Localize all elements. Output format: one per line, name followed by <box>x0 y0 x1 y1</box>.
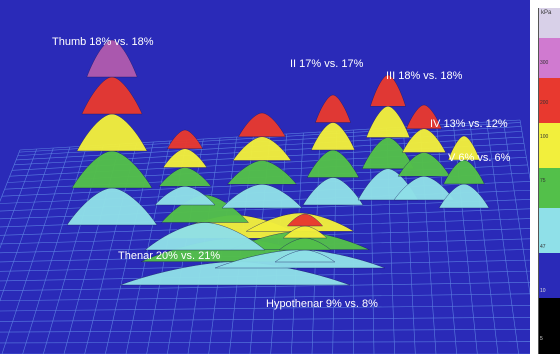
pressure-band <box>161 194 249 223</box>
scale-band-black <box>539 298 560 354</box>
peak-7 <box>393 104 455 201</box>
scale-band-green <box>539 168 560 208</box>
pressure-band <box>167 129 203 149</box>
label-hypothenar: Hypothenar 9% vs. 8% <box>266 298 378 310</box>
pressure-peaks <box>66 39 490 286</box>
grid-line <box>0 316 530 322</box>
scale-tick: 100 <box>540 134 549 140</box>
scale-tick: 200 <box>540 100 549 106</box>
label-v: V 6% vs. 6% <box>448 152 511 164</box>
label-thenar: Thenar 20% vs. 21% <box>118 250 221 262</box>
grid-line <box>105 141 154 354</box>
pressure-plot: Thumb 18% vs. 18% II 17% vs. 17% III 18%… <box>0 0 530 354</box>
scale-band-yellow <box>539 123 560 168</box>
pressure-band <box>286 213 324 227</box>
grid-line <box>519 119 530 181</box>
scale-tick: 300 <box>540 60 549 66</box>
label-ii: II 17% vs. 17% <box>290 58 364 70</box>
grid-line <box>469 122 499 354</box>
scale-tick: 5 <box>540 336 543 342</box>
pressure-band <box>238 112 286 137</box>
grid-line <box>503 120 530 296</box>
pressure-band <box>447 135 481 161</box>
label-iv: IV 13% vs. 12% <box>430 118 508 130</box>
pressure-band <box>370 74 406 107</box>
pressure-band <box>406 104 442 129</box>
peak-4 <box>221 112 303 209</box>
scale-band-purple <box>539 38 560 78</box>
grid-line <box>22 145 87 354</box>
scale-band-blue <box>539 253 560 298</box>
grid-line <box>1 146 71 354</box>
grid-line <box>0 149 21 202</box>
grid-line <box>0 329 530 333</box>
grid-line <box>0 293 530 302</box>
pressure-band <box>86 39 138 78</box>
scale-tick: 10 <box>540 288 546 294</box>
grid-line <box>0 148 37 249</box>
grid-line <box>0 341 530 344</box>
peak-8 <box>438 135 490 209</box>
scale-band-red <box>539 78 560 123</box>
color-scale: kPa 300 200 100 75 47 10 5 <box>538 8 560 354</box>
grid-line <box>453 123 478 354</box>
scale-unit: kPa <box>541 10 552 16</box>
scale-tick: 75 <box>540 178 546 184</box>
grid-line <box>0 147 54 302</box>
peak-2 <box>144 194 266 251</box>
label-thumb: Thumb 18% vs. 18% <box>52 36 154 48</box>
scale-band-top <box>539 8 560 38</box>
scale-tick: 47 <box>540 244 546 250</box>
peak-9 <box>154 129 216 206</box>
label-iii: III 18% vs. 18% <box>386 70 463 82</box>
pressure-band <box>315 94 351 123</box>
peak-5 <box>302 94 364 206</box>
pressure-surface <box>0 0 530 354</box>
scale-band-cyan <box>539 208 560 253</box>
peak-3 <box>66 39 158 226</box>
grid-line <box>0 305 530 312</box>
grid-line <box>486 121 519 354</box>
grid-line <box>0 282 530 292</box>
peak-10 <box>274 213 336 263</box>
